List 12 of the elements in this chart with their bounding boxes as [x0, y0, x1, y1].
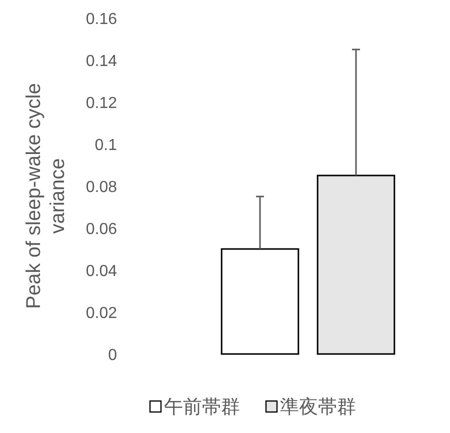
y-tick-label: 0.14 [86, 53, 118, 70]
y-tick-label: 0.1 [94, 137, 118, 154]
y-tick-label: 0.16 [86, 11, 118, 28]
y-tick-label: 0.06 [86, 221, 118, 238]
y-tick-label: 0.12 [86, 95, 118, 112]
y-tick-label: 0.02 [86, 305, 118, 322]
y-tick-label: 0.04 [86, 263, 118, 280]
y-tick-label: 0 [108, 347, 118, 364]
legend-label: 準夜帯群 [280, 396, 356, 418]
y-axis-title: Peak of sleep-wake cycle variance [23, 83, 69, 309]
legend-label: 午前帯群 [164, 397, 240, 418]
y-tick-label: 0.08 [86, 179, 118, 196]
